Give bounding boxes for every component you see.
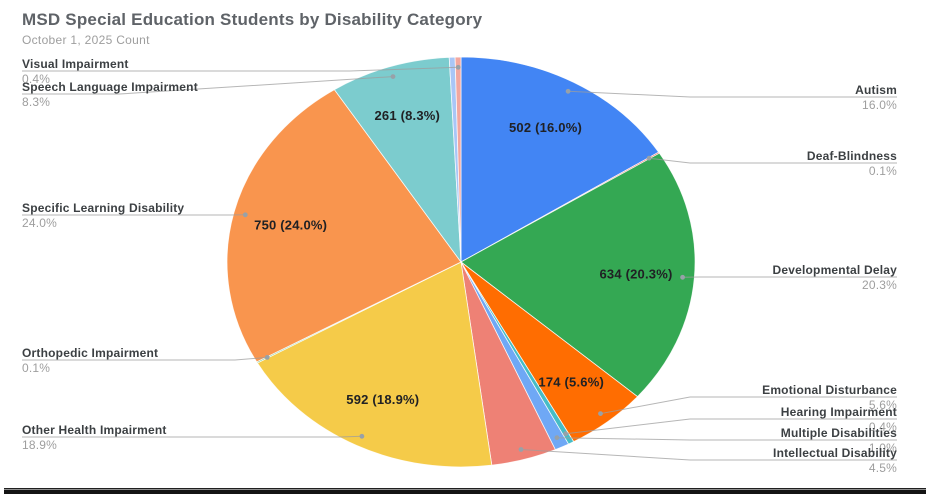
callout-dot-emotional-disturbance	[598, 411, 603, 416]
callout-label-autism: Autism	[855, 83, 897, 97]
callout-pct-other-health-impairment: 18.9%	[22, 438, 57, 452]
value-label-specific-learning-disability: 750 (24.0%)	[254, 217, 327, 232]
chart-title: MSD Special Education Students by Disabi…	[22, 10, 483, 29]
pie-slice-developmental-delay[interactable]	[460, 152, 696, 398]
callout-line-emotional-disturbance	[600, 396, 897, 415]
callout-label-developmental-delay: Developmental Delay	[772, 263, 897, 277]
callout-dot-hearing-impairment	[563, 431, 568, 437]
callout-label-deaf-blindness: Deaf-Blindness	[807, 149, 897, 163]
pie-slice-other-health-impairment[interactable]	[256, 261, 493, 468]
callout-label-visual-impairment: Visual Impairment	[22, 57, 129, 71]
bottom-border-bar	[4, 487, 926, 495]
callout-dot-multiple-disabilities	[554, 435, 560, 441]
value-label-emotional-disturbance: 174 (5.6%)	[538, 374, 604, 389]
callout-pct-visual-impairment: 0.4%	[22, 72, 50, 86]
callout-label-emotional-disturbance: Emotional Disturbance	[762, 383, 897, 397]
callout-pct-speech-language-impairment: 8.3%	[22, 95, 50, 109]
callout-dot-specific-learning-disability	[242, 212, 248, 218]
callout-pct-developmental-delay: 20.3%	[862, 278, 897, 292]
callout-pct-emotional-disturbance: 5.6%	[869, 398, 897, 412]
callout-dot-orthopedic-impairment	[264, 355, 270, 360]
callout-label-multiple-disabilities: Multiple Disabilities	[781, 426, 897, 440]
value-label-speech-language-impairment: 261 (8.3%)	[375, 108, 441, 123]
callout-dot-autism	[565, 88, 571, 94]
callout-line-speech-language-impairment	[22, 76, 394, 95]
callout-dot-visual-impairment	[455, 64, 461, 70]
callout-dot-other-health-impairment	[359, 433, 365, 439]
pie-slice-speech-language-impairment[interactable]	[333, 56, 462, 264]
value-label-other-health-impairment: 592 (18.9%)	[346, 392, 419, 407]
pie-slice-visual-impairment[interactable]	[454, 56, 462, 263]
callout-pct-multiple-disabilities: 1.0%	[869, 441, 897, 455]
callout-line-deaf-blindness	[649, 157, 897, 164]
callout-pct-hearing-impairment: 0.4%	[869, 420, 897, 434]
callout-line-hearing-impairment	[565, 418, 897, 435]
callout-dot-developmental-delay	[680, 274, 685, 280]
callout-pct-autism: 16.0%	[862, 98, 897, 112]
callout-label-orthopedic-impairment: Orthopedic Impairment	[22, 346, 158, 360]
callout-dot-speech-language-impairment	[390, 74, 396, 79]
callout-pct-orthopedic-impairment: 0.1%	[22, 361, 50, 375]
chart-subtitle: October 1, 2025 Count	[22, 33, 150, 47]
callout-label-hearing-impairment: Hearing Impairment	[781, 405, 897, 419]
callout-label-intellectual-disability: Intellectual Disability	[773, 446, 897, 460]
callout-label-speech-language-impairment: Speech Language Impairment	[22, 80, 198, 94]
callout-pct-specific-learning-disability: 24.0%	[22, 216, 57, 230]
callout-label-specific-learning-disability: Specific Learning Disability	[22, 201, 184, 215]
callout-pct-intellectual-disability: 4.5%	[869, 461, 897, 475]
value-label-developmental-delay: 634 (20.3%)	[599, 267, 672, 282]
callout-pct-deaf-blindness: 0.1%	[869, 164, 897, 178]
callout-line-intellectual-disability	[520, 449, 897, 461]
callout-line-multiple-disabilities	[556, 437, 897, 441]
callout-line-visual-impairment	[22, 66, 459, 72]
pie-slice-specific-learning-disability[interactable]	[226, 89, 462, 363]
value-label-autism: 502 (16.0%)	[509, 120, 582, 135]
callout-label-other-health-impairment: Other Health Impairment	[22, 423, 167, 437]
callout-dot-deaf-blindness	[646, 155, 652, 161]
pie-slice-autism[interactable]	[460, 56, 660, 263]
callout-line-other-health-impairment	[22, 435, 362, 438]
callout-dot-intellectual-disability	[518, 447, 524, 452]
callout-line-autism	[568, 90, 897, 98]
callout-line-orthopedic-impairment	[22, 356, 268, 361]
